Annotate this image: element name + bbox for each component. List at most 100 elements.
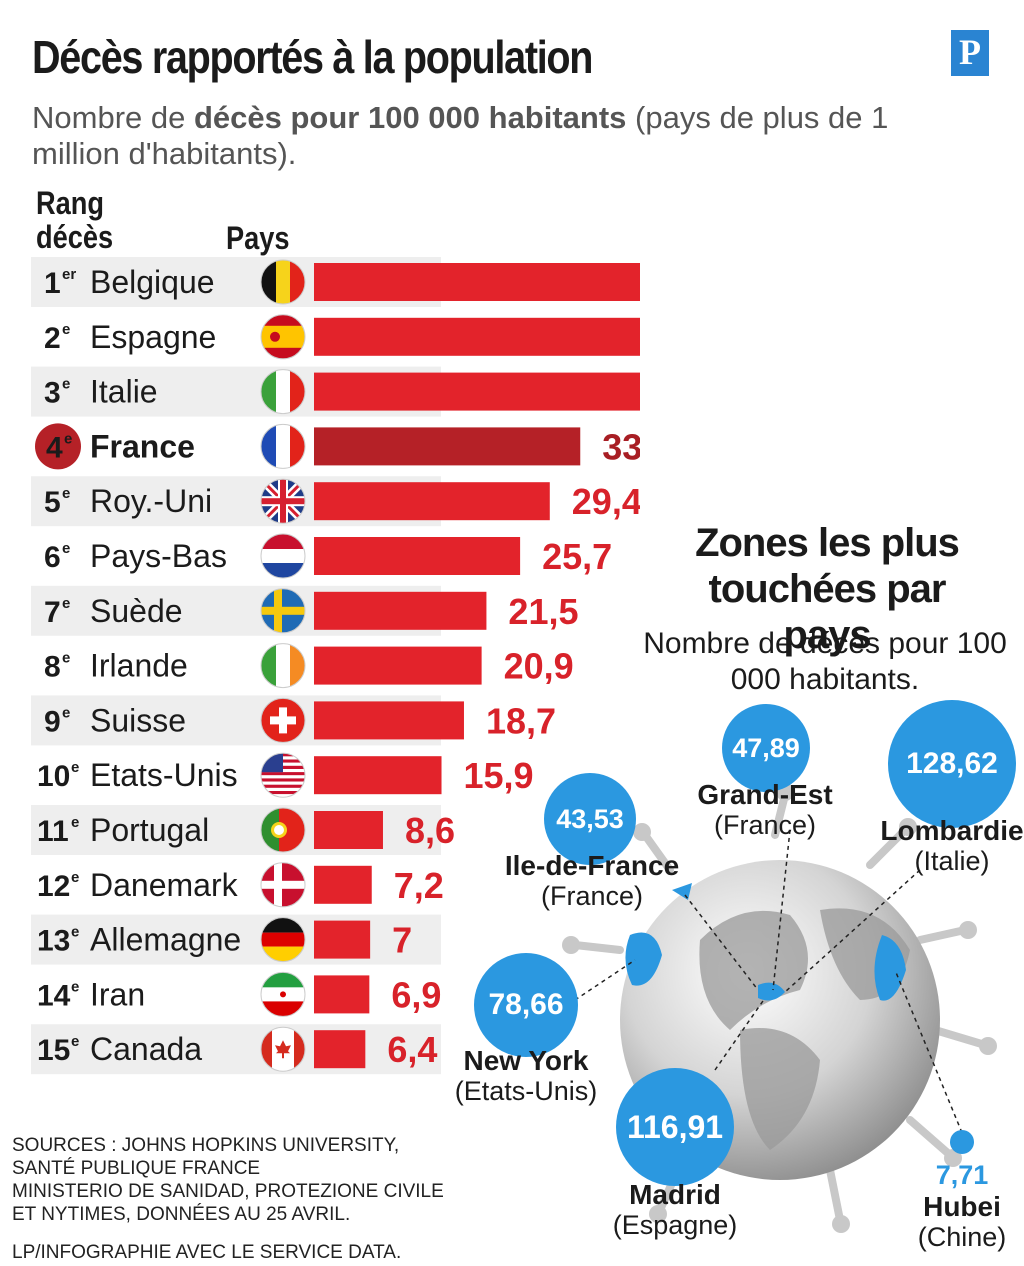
bar	[314, 482, 550, 521]
flag-part	[261, 325, 305, 348]
country-name: Pays-Bas	[90, 538, 227, 574]
flag-outline	[260, 643, 306, 689]
country-name: France	[90, 428, 195, 464]
country-name: Irlande	[90, 648, 188, 684]
credit: LP/INFOGRAPHIE AVEC LE SERVICE DATA.	[12, 1242, 402, 1263]
zone-country: (Italie)	[914, 846, 990, 876]
flag-clip	[261, 917, 305, 962]
flag-outline	[260, 1026, 306, 1072]
rank-suffix: e	[71, 924, 79, 941]
switzerland-flag	[260, 697, 306, 743]
bar	[314, 591, 487, 630]
portugal-flag	[260, 807, 306, 853]
bar-value-label: 20,9	[504, 646, 574, 687]
flag-clip	[261, 1027, 305, 1072]
zones-title: Zones les plus touchées par pays	[695, 521, 960, 657]
uk-flag	[260, 478, 306, 524]
ireland-flag	[260, 643, 306, 689]
flag-part	[276, 424, 290, 469]
subtitle-pre: Nombre de	[32, 100, 194, 135]
rank-suffix: e	[71, 759, 79, 776]
flag-clip	[261, 588, 305, 633]
rank-header-line2: décès	[36, 219, 114, 255]
bar	[314, 537, 521, 575]
country-name: Belgique	[90, 264, 215, 300]
flag-part	[261, 787, 305, 791]
flag-part	[276, 369, 290, 414]
flag-part	[261, 549, 305, 563]
flag-outline	[260, 588, 306, 634]
flag-clip	[261, 972, 305, 1017]
highlighted-regions	[625, 883, 906, 1001]
flag-clip	[261, 314, 305, 359]
flag-part	[270, 716, 296, 725]
flag-clip	[261, 534, 305, 578]
flag-outline	[260, 917, 306, 963]
flag-part	[261, 880, 305, 889]
flag-part	[261, 794, 305, 798]
flag-clip	[261, 260, 305, 304]
netherlands-flag	[260, 533, 306, 579]
bubble-ile-de-france: 43,53	[544, 773, 636, 865]
zone-name: Hubei	[923, 1191, 1001, 1222]
sweden-flag	[260, 588, 306, 634]
flag-clip	[261, 479, 305, 524]
rank-number: 3	[44, 377, 61, 410]
flag-part	[261, 424, 276, 469]
rank-number: 15	[37, 1034, 70, 1067]
zone-name: Grand-Est	[697, 779, 833, 810]
country-name: Roy.-Uni	[90, 483, 212, 519]
bar	[314, 756, 442, 795]
source-line: MINISTERIO DE SANIDAD, PROTEZIONE CIVILE	[12, 1181, 444, 1202]
zone-country: (Espagne)	[612, 1210, 738, 1240]
country-name: Etats-Unis	[90, 757, 238, 793]
flag-part	[274, 825, 284, 835]
flag-part	[261, 772, 305, 776]
leader-lines	[574, 829, 966, 1141]
bar-value-label: 6,9	[391, 974, 441, 1015]
zone-label-grand-est: Grand-Est (France)	[690, 779, 840, 841]
spain-flag	[260, 314, 306, 360]
zone-country: (Etats-Unis)	[454, 1076, 598, 1106]
belgium-flag	[260, 259, 306, 305]
flag-outline	[260, 369, 306, 415]
country-name: Danemark	[90, 867, 239, 903]
zone-name: Ile-de-France	[504, 850, 680, 881]
flag-part	[261, 778, 305, 782]
source-line: ET NYTIMES, DONNÉES AU 25 AVRIL.	[12, 1204, 351, 1225]
flag-part	[290, 643, 305, 688]
rank-suffix: e	[62, 485, 70, 502]
continents	[699, 908, 910, 1150]
flag-part	[261, 808, 279, 852]
zone-label-madrid: Madrid (Espagne)	[600, 1180, 750, 1241]
flag-outline	[260, 478, 306, 524]
flag-part	[261, 972, 305, 988]
row-band	[31, 914, 441, 965]
flag-part	[261, 260, 276, 304]
bar-value-label: 15,9	[464, 755, 534, 796]
flag-part	[261, 784, 305, 788]
rank-number: 4	[46, 431, 63, 464]
bubble-grand-est: 47,89	[722, 704, 810, 792]
rank-suffix: e	[62, 376, 70, 393]
flag-part	[261, 606, 305, 615]
bar	[314, 427, 581, 466]
rank-suffix: e	[71, 978, 79, 995]
rank-suffix: e	[71, 1033, 79, 1050]
country-name: Italie	[90, 374, 158, 410]
rank-number: 6	[44, 541, 61, 574]
bar	[314, 317, 640, 356]
flag-part	[290, 424, 305, 469]
flag-part	[290, 369, 305, 414]
flag-part	[261, 1027, 272, 1072]
bar	[314, 263, 640, 301]
rank-number: 8	[44, 651, 61, 684]
subtitle-post: (pays de plus de 1 million d'habitants).	[32, 100, 889, 171]
rank-suffix: e	[62, 595, 70, 612]
flag-part	[261, 946, 305, 962]
country-column-header: Pays	[226, 220, 290, 256]
rank-header-line1: Rang	[36, 185, 104, 221]
flag-clip	[261, 808, 305, 852]
zone-value-hubei: 7,71	[935, 1160, 989, 1190]
zone-country: (Chine)	[917, 1222, 1007, 1252]
